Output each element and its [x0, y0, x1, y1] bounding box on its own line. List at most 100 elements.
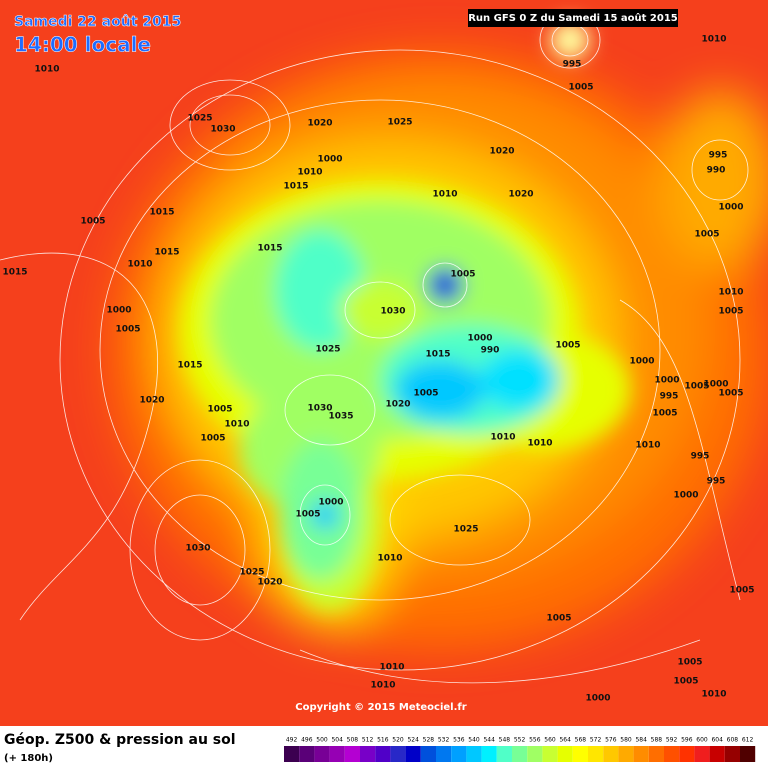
isobar-label: 1010	[379, 663, 404, 673]
scale-label: 492	[286, 737, 298, 744]
color-scale: 492 496 500 504 508 512 516 520 524 528 532 536 540 5…	[284, 737, 756, 762]
isobar-label: 1025	[453, 525, 478, 535]
field	[0, 0, 768, 726]
scale-label: 588	[651, 737, 663, 744]
scale-swatch	[481, 746, 497, 762]
isobar-label: 1005	[115, 325, 140, 335]
scale-swatch	[588, 746, 604, 762]
isobar-label: 1000	[106, 306, 131, 316]
scale-swatch	[709, 746, 725, 762]
scale-label: 596	[681, 737, 693, 744]
isobar-label: 1015	[425, 350, 450, 360]
scale-label: 608	[727, 737, 739, 744]
isobar-label: 1015	[283, 182, 308, 192]
isobar-label: 995	[563, 60, 582, 70]
isobar-label: 1030	[380, 307, 405, 317]
scale-swatch	[603, 746, 619, 762]
run-box	[468, 9, 678, 27]
isobar-label: 1005	[684, 382, 709, 392]
scale-label: 532	[438, 737, 450, 744]
isobar-label: 1030	[185, 544, 210, 554]
scale-swatch	[329, 746, 345, 762]
isobar-label: 1010	[701, 690, 726, 700]
scale-label: 560	[544, 737, 556, 744]
scale-label: 580	[620, 737, 632, 744]
isobar-label: 1025	[387, 118, 412, 128]
scale-swatch	[512, 746, 528, 762]
isobar-label: 1000	[317, 155, 342, 165]
isobar-label: 1005	[694, 230, 719, 240]
isobar-label: 995	[709, 151, 728, 161]
isobar-label: 1010	[370, 681, 395, 691]
isobar-label: 1005	[80, 217, 105, 227]
isobar-label: 1005	[568, 83, 593, 93]
scale-label: 536	[453, 737, 465, 744]
isobar-label: 1005	[295, 510, 320, 520]
scale-swatch	[557, 746, 573, 762]
scale-swatch	[496, 746, 512, 762]
scale-swatch	[344, 746, 360, 762]
isobar-label: 995	[691, 452, 710, 462]
scale-label: 564	[559, 737, 571, 744]
isobar-label: 990	[481, 346, 500, 356]
scale-label: 584	[635, 737, 647, 744]
scale-swatch	[542, 746, 558, 762]
isobar-label: 1020	[489, 147, 514, 157]
isobar-label: 1000	[629, 357, 654, 367]
isobar-label: 1010	[127, 260, 152, 270]
forecast-lead: (+ 180h)	[4, 753, 53, 764]
isobar-label: 1020	[307, 119, 332, 129]
isobar-label: 1005	[200, 434, 225, 444]
scale-label: 548	[499, 737, 511, 744]
isobar-label: 1010	[297, 168, 322, 178]
scale-swatch	[740, 746, 756, 762]
isobar-label: 1005	[729, 586, 754, 596]
isobar-label: 1010	[34, 65, 59, 75]
isobar-label: 1010	[432, 190, 457, 200]
scale-label: 592	[666, 737, 678, 744]
isobar-label: 1010	[490, 433, 515, 443]
scale-label: 496	[301, 737, 313, 744]
date: Samedi 22 août 2015	[14, 14, 181, 30]
isobar-label: 1015	[154, 248, 179, 258]
isobar-label: 1010	[718, 288, 743, 298]
isobar-label: 1005	[546, 614, 571, 624]
scale-label: 516	[377, 737, 389, 744]
scale-label: 572	[590, 737, 602, 744]
isobar-label: 1000	[703, 380, 728, 390]
isobar-label: 1035	[328, 412, 353, 422]
scale-label: 512	[362, 737, 374, 744]
isobar-label: 1005	[207, 405, 232, 415]
isobar-label: 1000	[318, 498, 343, 508]
isobar-label: 1005	[652, 409, 677, 419]
scale-label: 552	[514, 737, 526, 744]
scale-label: 544	[483, 737, 495, 744]
scale-swatch	[724, 746, 740, 762]
isobar-label: 1025	[315, 345, 340, 355]
scale-swatch	[405, 746, 421, 762]
isobar-label: 1025	[187, 114, 212, 124]
scale-label: 504	[331, 737, 343, 744]
isobar-label: 1005	[718, 307, 743, 317]
isobar-label: 1005	[413, 389, 438, 399]
scale-swatch	[679, 746, 695, 762]
isobar-label: 1025	[239, 568, 264, 578]
scale-label: 540	[468, 737, 480, 744]
run-info: Run GFS 0 Z du Samedi 15 août 2015	[468, 12, 678, 24]
isobar-label: 1015	[177, 361, 202, 371]
isobar-label: 1005	[673, 677, 698, 687]
isobar-label: 1015	[149, 208, 174, 218]
scale-label: 568	[575, 737, 587, 744]
scale-swatch	[360, 746, 376, 762]
isobar-label: 1010	[527, 439, 552, 449]
scale-swatch	[451, 746, 467, 762]
scale-label: 604	[711, 737, 723, 744]
local-time: 14:00 locale	[14, 33, 151, 57]
scale-swatch	[314, 746, 330, 762]
scale-label: 528	[423, 737, 435, 744]
isobar-label: 1020	[508, 190, 533, 200]
isobar-label: 1010	[635, 441, 660, 451]
scale-swatch	[375, 746, 391, 762]
